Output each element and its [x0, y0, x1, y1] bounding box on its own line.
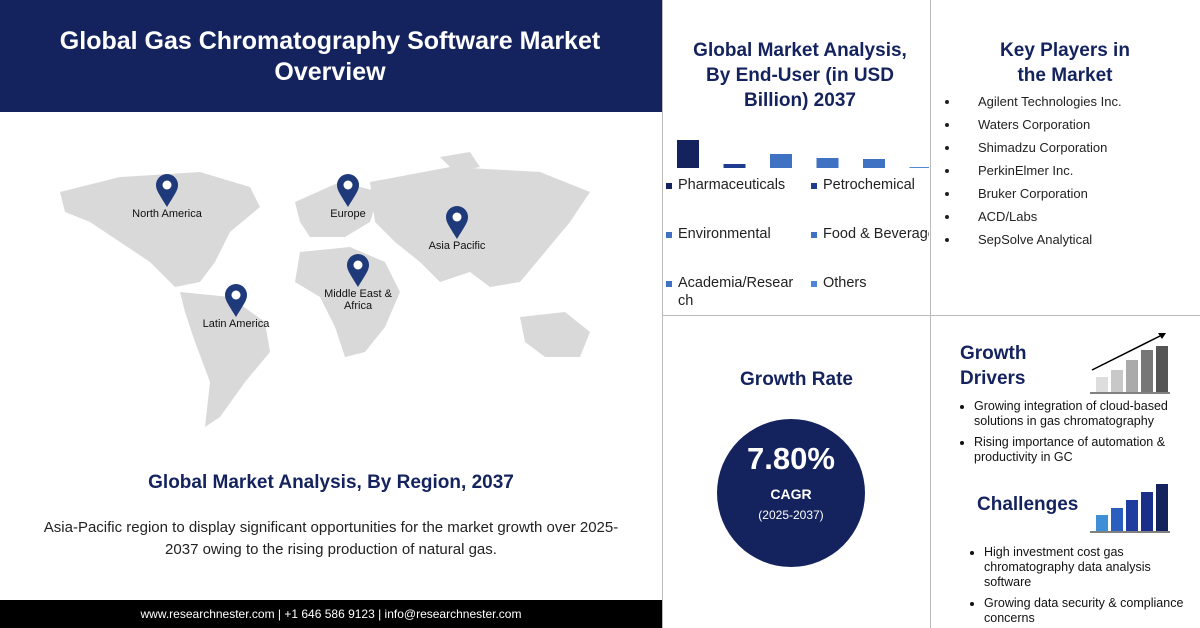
- chart-title: Global Market Analysis, By End-User (in …: [693, 40, 907, 111]
- pin-hole: [162, 180, 172, 190]
- divider: [662, 0, 663, 628]
- cagr-label: CAGR: [770, 486, 812, 502]
- region-title: Global Market Analysis, By Region, 2037: [148, 472, 514, 493]
- legend-item: Food & Beverage: [823, 226, 929, 242]
- key-player: Agilent Technologies Inc.: [960, 94, 1200, 109]
- bar: [677, 140, 699, 168]
- pin: [337, 174, 359, 207]
- legend-swatch: [666, 232, 672, 238]
- pin-hole: [452, 212, 462, 222]
- pin-hole: [353, 260, 363, 270]
- driver-item: Growing integration of cloud-based solut…: [974, 399, 1199, 429]
- challenges-icon: [1090, 484, 1170, 533]
- legend-label: Pharmaceuticals: [678, 177, 786, 193]
- region-label: Asia Pacific: [428, 240, 486, 252]
- pin-hole: [343, 180, 353, 190]
- key-players-list: Agilent Technologies Inc. Waters Corporat…: [942, 94, 1200, 255]
- legend-item: Petrochemical: [823, 177, 915, 193]
- key-player: Waters Corporation: [960, 117, 1200, 132]
- pin: [347, 254, 369, 287]
- legend-item: Pharmaceuticals: [678, 177, 786, 193]
- divider: [662, 315, 1200, 316]
- continents: [60, 152, 590, 427]
- cagr-period: (2025-2037): [758, 508, 824, 522]
- bar: [723, 164, 746, 168]
- pin-shape: [347, 254, 369, 287]
- key-player: Bruker Corporation: [960, 186, 1200, 201]
- divider: [930, 0, 931, 628]
- footer-bar: [0, 600, 662, 628]
- legend-label: Academia/Research: [678, 275, 794, 309]
- driver-item: Rising importance of automation & produc…: [974, 435, 1199, 465]
- challenge-item: High investment cost gas chromatography …: [984, 545, 1199, 590]
- legend-label: Others: [823, 275, 867, 291]
- key-player: ACD/Labs: [960, 209, 1200, 224]
- cagr-value: 7.80%: [747, 441, 835, 476]
- pin-hole: [231, 290, 241, 300]
- drivers-icon: [1090, 333, 1170, 394]
- challenge-item: Growing data security & compliance conce…: [984, 596, 1199, 626]
- pin-shape: [225, 284, 247, 317]
- region-text: Asia-Pacific region to display significa…: [43, 519, 619, 558]
- legend-item: Environmental: [678, 226, 771, 242]
- pin: [156, 174, 178, 207]
- key-players-title: Key Players in the Market: [1000, 40, 1130, 86]
- legend-swatch: [666, 281, 672, 287]
- pin: [446, 206, 468, 239]
- legend-label: Petrochemical: [823, 177, 915, 193]
- pin-shape: [156, 174, 178, 207]
- legend-swatch: [811, 281, 817, 287]
- legend-swatch: [811, 183, 817, 189]
- bar: [909, 167, 929, 168]
- region-label: Europe: [330, 208, 366, 220]
- world-map: [60, 152, 590, 427]
- key-player: SepSolve Analytical: [960, 232, 1200, 247]
- bar: [863, 159, 885, 168]
- key-player: PerkinElmer Inc.: [960, 163, 1200, 178]
- challenges-title: Challenges: [977, 494, 1079, 515]
- drivers-list: Growing integration of cloud-based solut…: [956, 399, 1199, 471]
- drivers-title: Growth Drivers: [960, 343, 1027, 389]
- region-label: Middle East & Africa: [324, 288, 392, 312]
- legend-item: Academia/Research: [678, 275, 794, 309]
- footer-text: www.researchnester.com | +1 646 586 9123…: [140, 607, 522, 621]
- pin-shape: [337, 174, 359, 207]
- legend-swatch: [666, 183, 672, 189]
- key-player: Shimadzu Corporation: [960, 140, 1200, 155]
- pin: [225, 284, 247, 317]
- cagr-circle: [717, 419, 865, 567]
- bar: [816, 158, 839, 168]
- main-title: Global Gas Chromatography Software Marke…: [59, 27, 601, 86]
- legend-label: Food & Beverage: [823, 226, 929, 242]
- region-label: North America: [132, 208, 202, 220]
- chart: Pharmaceuticals Petrochemical Environmenta…: [666, 140, 929, 309]
- bar: [770, 154, 792, 168]
- growth-title: Growth Rate: [740, 369, 853, 390]
- region-label: Latin America: [202, 318, 270, 330]
- pin-shape: [446, 206, 468, 239]
- legend-item: Others: [823, 275, 867, 291]
- header-bar: [0, 0, 662, 112]
- legend-swatch: [811, 232, 817, 238]
- legend-label: Environmental: [678, 226, 771, 242]
- challenges-list: High investment cost gas chromatography …: [966, 545, 1199, 628]
